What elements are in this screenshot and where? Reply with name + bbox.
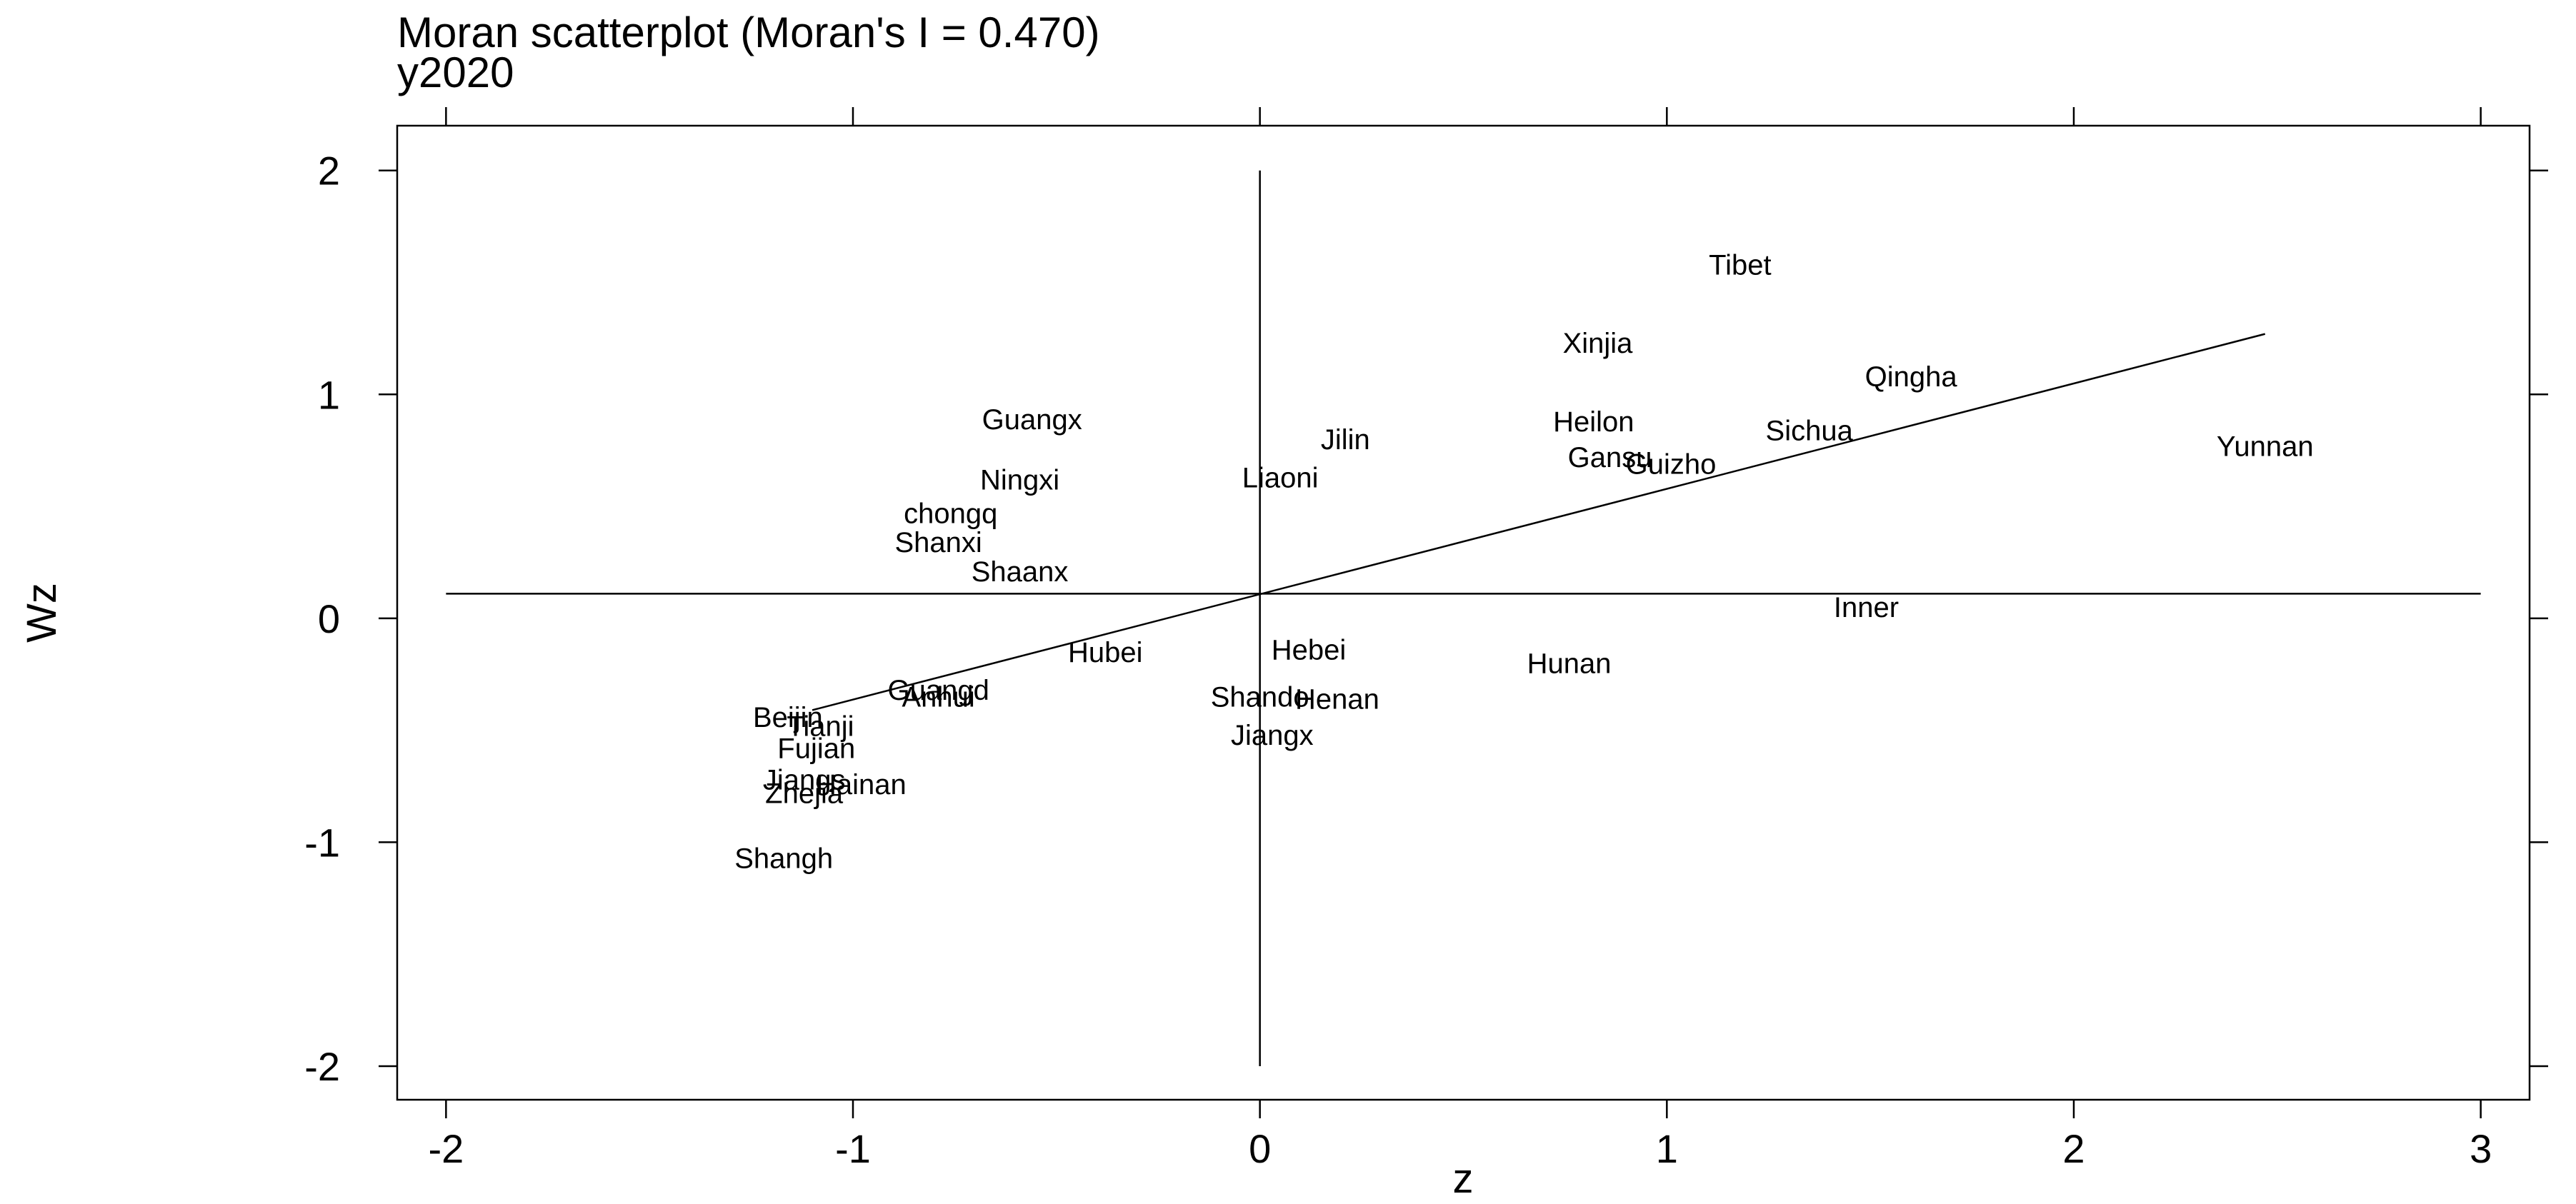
point-label: Hebei xyxy=(1272,635,1347,666)
x-tick-label: 1 xyxy=(1656,1126,1678,1171)
x-tick-label: 2 xyxy=(2062,1126,2085,1171)
y-tick-label: 0 xyxy=(318,596,340,641)
point-label: Xinjia xyxy=(1563,328,1634,359)
point-label: Guizho xyxy=(1626,448,1717,480)
point-label: Jilin xyxy=(1321,424,1370,456)
regression-line xyxy=(812,333,2266,711)
point-label: Henan xyxy=(1295,684,1379,716)
point-label: Heilon xyxy=(1553,406,1634,438)
point-label: Anhui xyxy=(902,682,974,713)
x-tick-label: -2 xyxy=(428,1126,464,1171)
point-label: Tianji xyxy=(787,711,854,742)
y-axis-title: Wz xyxy=(19,583,65,643)
point-label: Inner xyxy=(1834,592,1899,623)
x-tick-label: -1 xyxy=(835,1126,871,1171)
point-label: Hubei xyxy=(1068,637,1143,668)
point-label: Guangd xyxy=(887,675,989,706)
point-label: Liaoni xyxy=(1242,462,1319,493)
point-label: Sichua xyxy=(1766,415,1854,446)
y-tick-label: -2 xyxy=(304,1044,340,1089)
point-label: chongq xyxy=(904,498,997,529)
point-label: Jiangx xyxy=(1231,720,1314,751)
point-label: Ningxi xyxy=(980,464,1059,496)
point-label: Fujian xyxy=(777,733,855,765)
point-label: Shanxi xyxy=(894,527,982,558)
plot-frame xyxy=(396,124,2531,1101)
chart-title: Moran scatterplot (Moran's I = 0.470) xyxy=(397,9,1100,56)
y-tick-label: 1 xyxy=(318,372,340,417)
x-axis-title: z xyxy=(1453,1155,1474,1202)
point-label: Shangh xyxy=(734,843,833,874)
x-tick-label: 0 xyxy=(1249,1126,1271,1171)
point-label: Yunnan xyxy=(2217,431,2314,462)
point-label: Hainan xyxy=(816,769,907,801)
point-label: Zhejia xyxy=(765,778,844,809)
point-label: Jiangs xyxy=(763,765,846,796)
point-label: Beijin xyxy=(753,702,823,733)
point-label: Gansu xyxy=(1568,442,1652,473)
point-label: Tibet xyxy=(1709,249,1771,281)
x-tick-label: 3 xyxy=(2470,1126,2492,1171)
chart-subtitle: y2020 xyxy=(397,49,514,96)
axis-ticks: -2 -1 0 1 2 3 -2 -1 0 1 2 xyxy=(304,107,2548,1171)
point-label: Shaanx xyxy=(972,556,1069,588)
y-tick-label: 2 xyxy=(318,149,340,194)
regression-line-group xyxy=(812,333,2266,711)
reference-lines xyxy=(446,170,2481,1066)
point-labels: Tibet Xinjia Qingha Guangx Jilin Heilon Sichua… xyxy=(734,249,2313,874)
point-label: Shando xyxy=(1211,682,1309,713)
point-label: Qingha xyxy=(1865,361,1958,393)
point-label: Guangx xyxy=(982,404,1082,436)
y-tick-label: -1 xyxy=(304,820,340,865)
point-label: Hunan xyxy=(1527,648,1612,680)
